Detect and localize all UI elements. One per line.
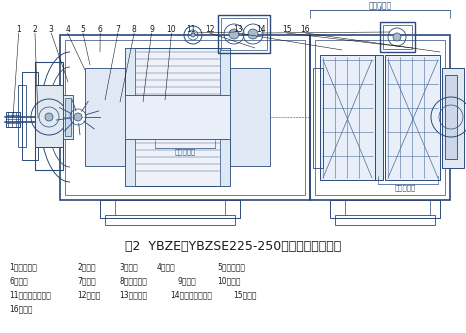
Text: 隔爆接合面: 隔爆接合面 [174,149,196,155]
Text: 10、转子: 10、转子 [217,276,240,285]
Bar [218,15,270,53]
Text: 15、端盖: 15、端盖 [233,290,257,299]
Text: 3: 3 [49,25,54,34]
Text: 13: 13 [233,25,242,34]
Text: 14: 14 [256,25,266,34]
Text: 4: 4 [65,25,70,34]
Text: 6、端盖: 6、端盖 [10,276,28,285]
Text: 7: 7 [116,25,120,34]
Bar [310,35,450,200]
Text: 2、垫圈: 2、垫圈 [77,262,96,271]
Text: 8: 8 [132,25,137,34]
Text: 5、轴承外盖: 5、轴承外盖 [217,262,245,271]
Bar [442,68,464,168]
Text: 8、轴承内盖: 8、轴承内盖 [119,276,147,285]
Bar [65,40,305,195]
Text: 3、风罩: 3、风罩 [119,262,138,271]
Bar [230,68,270,166]
Bar [65,98,71,136]
Text: 6: 6 [98,25,103,34]
Text: 7、轴承: 7、轴承 [77,276,96,285]
Bar [125,48,135,186]
Text: 12、端盖: 12、端盖 [77,290,101,299]
Text: 16: 16 [301,25,310,34]
Bar [105,215,235,225]
Circle shape [248,29,258,39]
Bar [100,95,235,139]
Bar [63,95,73,139]
Text: 5: 5 [81,25,85,34]
Bar [220,48,230,186]
Text: 10: 10 [167,25,176,34]
Circle shape [191,33,195,37]
Text: 15: 15 [282,25,291,34]
Text: 隔爆接合面: 隔爆接合面 [369,2,391,11]
Bar [380,22,415,52]
Text: 1、轴头螺母: 1、轴头螺母 [10,262,38,271]
Text: 4、风扇: 4、风扇 [157,262,175,271]
Bar [445,75,457,159]
Bar [6,112,20,127]
Circle shape [45,113,53,121]
Bar [125,48,230,186]
Bar [85,68,125,166]
Bar [383,25,412,49]
Bar [320,55,375,180]
Bar [330,200,440,218]
Circle shape [229,29,239,39]
Text: 9: 9 [149,25,154,34]
Text: 1: 1 [16,25,21,34]
Text: 图2  YBZE、YBZSE225-250电动机结构示意图: 图2 YBZE、YBZSE225-250电动机结构示意图 [125,239,341,252]
Bar [375,55,383,180]
Bar [313,68,323,168]
Bar [18,85,26,147]
Text: 隔爆接合面: 隔爆接合面 [394,185,416,191]
Text: 9、定子: 9、定子 [178,276,196,285]
Bar [221,18,267,50]
Text: 11、电动机接线盒: 11、电动机接线盒 [10,290,52,299]
Circle shape [393,33,401,41]
Bar [335,215,435,225]
Text: 11: 11 [186,25,196,34]
Bar [315,40,445,195]
Bar [35,62,63,170]
Bar [60,35,310,200]
Bar [22,72,38,160]
Bar [35,85,63,147]
Circle shape [74,113,82,121]
Text: 16、端盖: 16、端盖 [10,304,33,313]
Bar [385,55,440,180]
Text: 12: 12 [205,25,214,34]
Text: 2: 2 [33,25,37,34]
Text: 14、制动器接线盒: 14、制动器接线盒 [171,290,212,299]
Bar [100,200,240,218]
Text: 13、制动器: 13、制动器 [119,290,147,299]
